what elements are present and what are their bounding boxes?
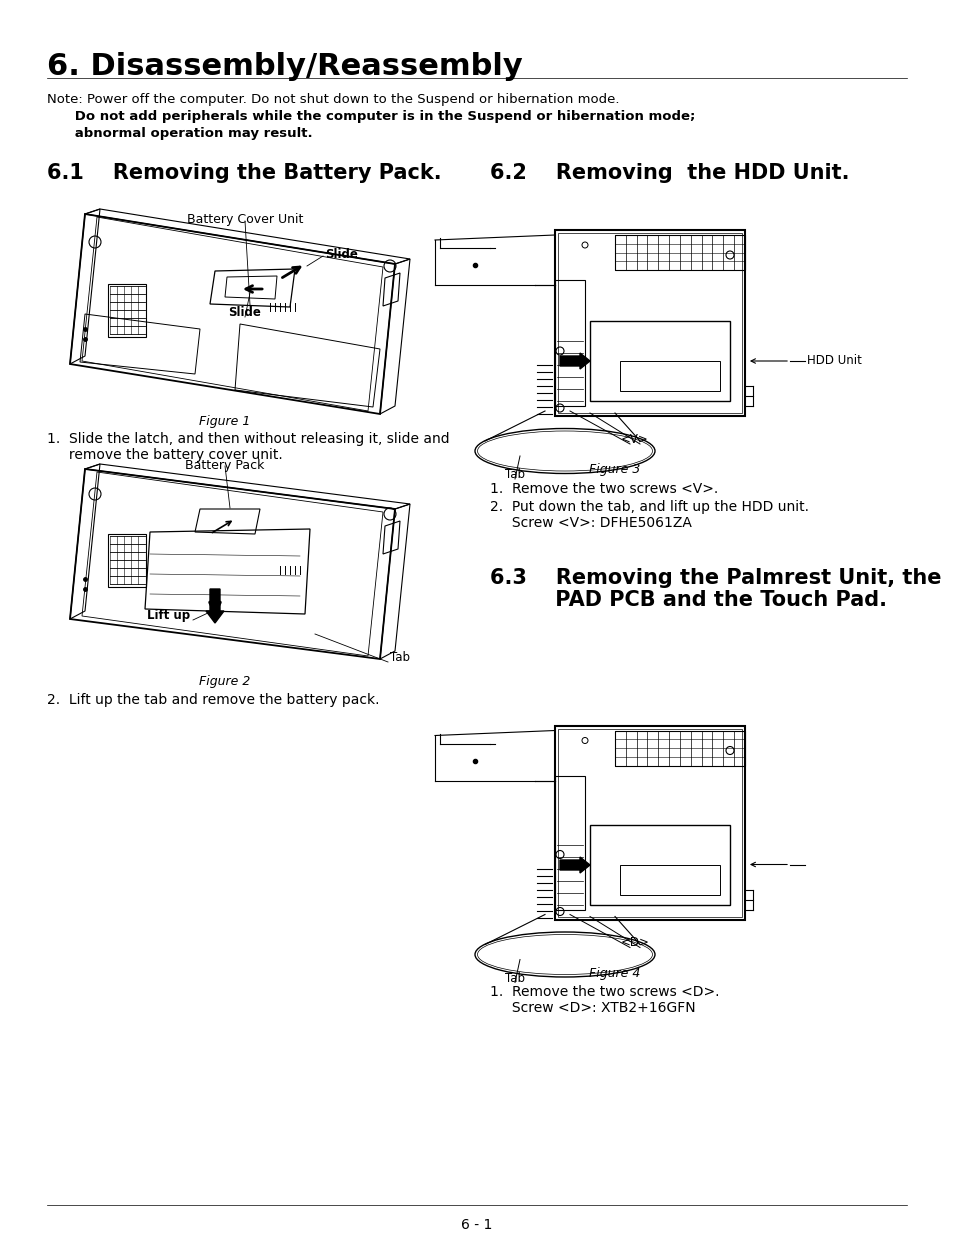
Text: Battery Cover Unit: Battery Cover Unit [187, 212, 303, 226]
Bar [589, 825, 729, 904]
FancyArrow shape [559, 353, 589, 369]
Text: HDD Unit: HDD Unit [806, 354, 861, 368]
Text: Note: Power off the computer. Do not shut down to the Suspend or hibernation mod: Note: Power off the computer. Do not shu… [47, 93, 618, 106]
Bar [555, 230, 744, 416]
FancyArrow shape [559, 857, 589, 873]
Text: Figure 4: Figure 4 [589, 967, 640, 981]
Text: 6.3    Removing the Palmrest Unit, the: 6.3 Removing the Palmrest Unit, the [490, 568, 941, 588]
Text: PAD PCB and the Touch Pad.: PAD PCB and the Touch Pad. [490, 590, 886, 610]
Bar [615, 235, 744, 270]
Bar [619, 864, 720, 894]
Text: Figure 2: Figure 2 [199, 676, 251, 688]
Text: Screw <D>: XTB2+16GFN: Screw <D>: XTB2+16GFN [490, 1002, 695, 1015]
Bar [555, 776, 584, 909]
Bar [108, 534, 146, 587]
Text: 6 - 1: 6 - 1 [461, 1218, 492, 1233]
Text: abnormal operation may result.: abnormal operation may result. [47, 127, 313, 140]
Text: 6. Disassembly/Reassembly: 6. Disassembly/Reassembly [47, 52, 522, 82]
Text: 6.2    Removing  the HDD Unit.: 6.2 Removing the HDD Unit. [490, 163, 848, 183]
Text: <D>: <D> [619, 936, 649, 950]
Text: 2.  Lift up the tab and remove the battery pack.: 2. Lift up the tab and remove the batter… [47, 693, 379, 706]
Bar [558, 729, 741, 916]
Text: remove the battery cover unit.: remove the battery cover unit. [47, 448, 282, 462]
Text: 6.1    Removing the Battery Pack.: 6.1 Removing the Battery Pack. [47, 163, 441, 183]
Text: Do not add peripherals while the computer is in the Suspend or hibernation mode;: Do not add peripherals while the compute… [47, 110, 695, 124]
Bar [615, 730, 744, 766]
Text: Lift up: Lift up [147, 609, 190, 622]
Text: Screw <V>: DFHE5061ZA: Screw <V>: DFHE5061ZA [490, 516, 691, 530]
Bar [555, 725, 744, 920]
Text: Slide: Slide [229, 306, 261, 319]
Text: Slide: Slide [325, 247, 357, 261]
Bar [558, 233, 741, 412]
Text: Tab: Tab [504, 972, 524, 984]
Text: 1.  Remove the two screws <V>.: 1. Remove the two screws <V>. [490, 482, 718, 496]
FancyArrow shape [206, 589, 224, 622]
Text: Tab: Tab [390, 651, 410, 664]
Bar [619, 361, 720, 391]
Text: Figure 1: Figure 1 [199, 415, 251, 429]
Text: 1.  Remove the two screws <D>.: 1. Remove the two screws <D>. [490, 986, 719, 999]
Bar [589, 321, 729, 401]
Text: Figure 3: Figure 3 [589, 463, 640, 475]
Text: <V>: <V> [620, 433, 648, 446]
Text: 2.  Put down the tab, and lift up the HDD unit.: 2. Put down the tab, and lift up the HDD… [490, 500, 808, 514]
Bar [555, 280, 584, 406]
Text: Battery Pack: Battery Pack [185, 459, 264, 472]
Text: Tab: Tab [504, 468, 524, 480]
Bar [108, 284, 146, 337]
Text: 1.  Slide the latch, and then without releasing it, slide and: 1. Slide the latch, and then without rel… [47, 432, 449, 446]
